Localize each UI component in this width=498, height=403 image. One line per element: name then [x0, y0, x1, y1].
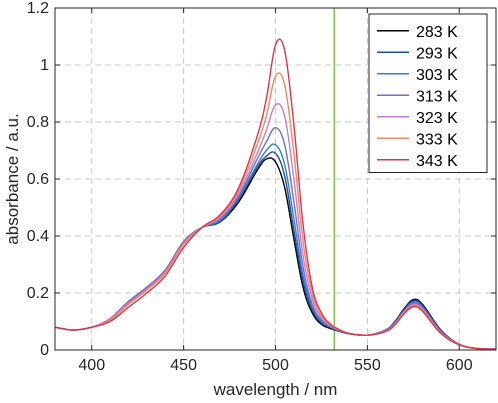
legend-label-1: 283 K	[416, 24, 458, 41]
series-line-4	[54, 127, 497, 350]
axes	[54, 7, 497, 351]
legend: 283 K 293 K 303 K 313 K 323 K 333 K 343 K	[368, 13, 488, 173]
x-tick-label: 600	[446, 357, 473, 374]
x-tick-label: 400	[78, 357, 105, 374]
legend-label-5: 323 K	[416, 110, 458, 127]
y-axis-label: absorbance / a.u.	[3, 113, 22, 244]
y-tick-label: 0.4	[27, 228, 49, 245]
y-tick-label: 1	[40, 57, 49, 74]
y-tick-label: 1.2	[27, 0, 49, 17]
x-tick-label: 500	[262, 357, 289, 374]
series-layer	[54, 38, 497, 350]
legend-label-3: 303 K	[416, 67, 458, 84]
series-line-5	[54, 103, 497, 350]
y-tick-label: 0.2	[27, 285, 49, 302]
y-tick-label: 0	[40, 342, 49, 359]
legend-label-4: 313 K	[416, 88, 458, 105]
legend-label-6: 333 K	[416, 131, 458, 148]
x-tick-label: 450	[170, 357, 197, 374]
legend-label-7: 343 K	[416, 153, 458, 170]
tick-labels: 400 450 500 550 600 0 0.2 0.4 0.6 0.8 1 1.2	[27, 0, 473, 374]
grid	[55, 8, 496, 350]
series-line-7	[54, 38, 497, 350]
legend-box	[368, 13, 488, 173]
legend-label-2: 293 K	[416, 45, 458, 62]
y-tick-label: 0.6	[27, 171, 49, 188]
x-tick-label: 550	[354, 357, 381, 374]
x-axis-label: wavelength / nm	[213, 380, 338, 399]
series-line-6	[54, 72, 497, 350]
y-tick-label: 0.8	[27, 114, 49, 131]
